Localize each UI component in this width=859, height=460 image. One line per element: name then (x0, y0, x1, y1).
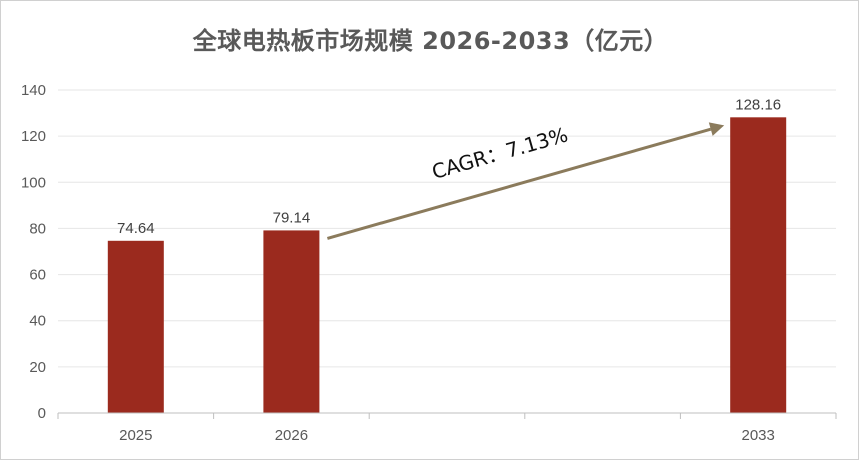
cagr-arrow-head (708, 122, 725, 136)
y-axis: 0 20 40 60 80 100 120 140 (21, 82, 46, 422)
x-tick-label: 2025 (119, 427, 152, 444)
y-tick-label: 40 (29, 313, 46, 330)
data-label-2025: 74.64 (117, 220, 155, 237)
bar-2033 (730, 117, 787, 413)
y-tick-label: 0 (38, 405, 46, 422)
y-tick-label: 100 (21, 174, 46, 191)
y-tick-label: 140 (21, 82, 46, 99)
x-tick-label: 2033 (742, 427, 775, 444)
bar-2026 (263, 230, 320, 413)
chart-title: 全球电热板市场规模 2026-2033（亿元） (192, 27, 669, 55)
gridlines (58, 89, 836, 368)
bars (107, 117, 787, 413)
x-tick-label: 2026 (275, 427, 308, 444)
y-tick-label: 80 (29, 220, 46, 237)
data-labels: 74.64 79.14 128.16 (117, 96, 781, 236)
data-label-2033: 128.16 (735, 96, 781, 113)
x-axis: 2025 2026 2033 (57, 412, 837, 444)
y-tick-label: 120 (21, 128, 46, 145)
bar-2025 (107, 240, 164, 413)
cagr-arrow-shaft (326, 127, 712, 240)
data-label-2026: 79.14 (273, 209, 311, 226)
cagr-annotation: CAGR：7.13% (326, 122, 725, 240)
y-tick-label: 20 (29, 359, 46, 376)
y-tick-label: 60 (29, 267, 46, 284)
